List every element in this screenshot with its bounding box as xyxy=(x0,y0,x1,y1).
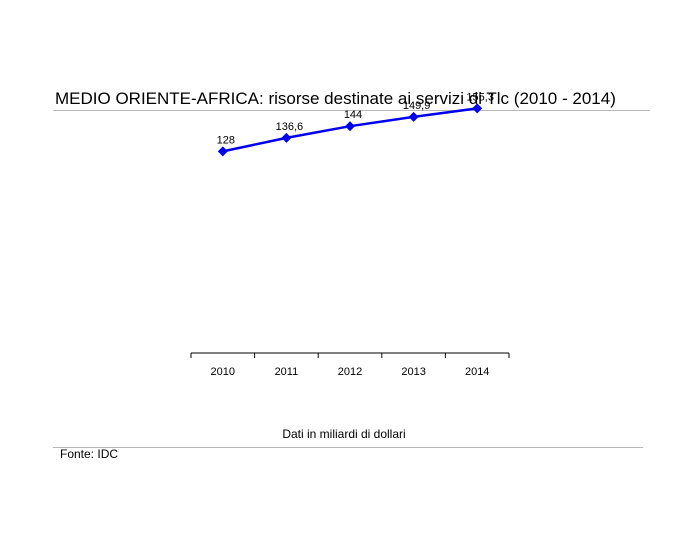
x-tick-label: 2010 xyxy=(211,366,235,378)
data-point xyxy=(408,111,419,122)
data-label: 149,9 xyxy=(403,100,431,112)
x-tick-label: 2013 xyxy=(401,366,425,378)
x-tick-label: 2012 xyxy=(338,366,362,378)
units-note: Dati in miliardi di dollari xyxy=(282,427,406,441)
data-point xyxy=(472,103,483,114)
x-tick-label: 2014 xyxy=(465,366,489,378)
source-note: Fonte: IDC xyxy=(60,447,119,461)
title-divider xyxy=(53,110,650,111)
chart-title: MEDIO ORIENTE-AFRICA: risorse destinate … xyxy=(55,89,616,108)
data-label: 155,3 xyxy=(466,91,494,103)
data-point xyxy=(281,132,292,143)
source-divider xyxy=(53,447,643,448)
data-point xyxy=(217,146,228,157)
x-tick-label: 2011 xyxy=(275,366,299,378)
data-label: 128 xyxy=(217,134,235,146)
data-point xyxy=(345,121,355,132)
data-label: 136,6 xyxy=(276,121,304,133)
data-label: 144 xyxy=(344,109,362,121)
